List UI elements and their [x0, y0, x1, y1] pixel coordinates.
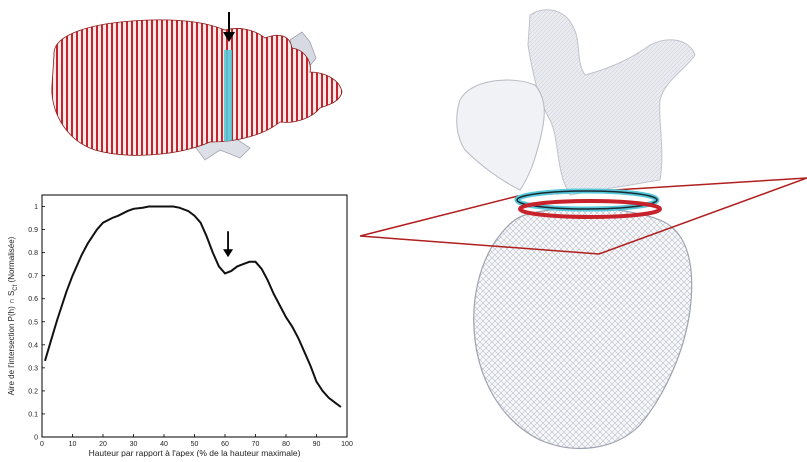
x-tick-label: 100: [341, 441, 353, 448]
y-tick-label: 0: [34, 435, 38, 442]
y-tick-label: 0.2: [28, 388, 38, 395]
y-tick-label: 0.6: [28, 296, 38, 303]
heart-mesh-illustration: [359, 0, 807, 457]
x-tick-label: 60: [221, 441, 229, 448]
x-tick-label: 70: [252, 441, 260, 448]
aorta-mesh: [456, 79, 545, 191]
x-tick-label: 10: [69, 441, 77, 448]
y-tick-label: 0.5: [28, 319, 38, 326]
arrow-icon: [223, 249, 234, 258]
x-tick-label: 40: [160, 441, 168, 448]
x-tick-label: 30: [130, 441, 138, 448]
chart-axes: [41, 194, 348, 438]
chart-annotations: [223, 231, 234, 258]
highlighted-slice: [224, 50, 232, 150]
chart-ticks: 0 10 20 30 40 50 60 70 80 90 100 0 0.1 0.2 0.3 0.4 0.5 0.…: [28, 204, 353, 448]
intersection-contour-red: [518, 199, 662, 219]
x-axis-label: Hauteur par rapport à l'apex (% de la ha…: [89, 448, 301, 457]
atria-mesh: [527, 9, 696, 196]
y-tick-label: 0.3: [28, 365, 38, 372]
y-tick-label: 0.1: [28, 411, 38, 418]
arrow-icon: [223, 12, 235, 42]
y-tick-label: 1: [34, 204, 38, 211]
x-tick-label: 90: [313, 441, 321, 448]
y-tick-label: 0.8: [28, 250, 38, 257]
y-tick-label: 0.4: [28, 342, 38, 349]
x-tick-label: 0: [40, 441, 44, 448]
y-tick-label: 0.9: [28, 227, 38, 234]
y-axis-label: Aire de l'intersection P(h) ∩ SCf (Norma…: [7, 236, 19, 395]
area-intersection-chart: 0 10 20 30 40 50 60 70 80 90 100 0 0.1 0.2 0.3 0.4 0.5 0.…: [0, 185, 360, 458]
ventricle-mesh: [473, 207, 693, 450]
plot-frame: [41, 194, 348, 438]
heart-slices-illustration: [40, 10, 360, 170]
x-tick-label: 80: [282, 441, 290, 448]
x-tick-label: 20: [99, 441, 107, 448]
cutting-plane: [359, 177, 807, 255]
series-line: [44, 205, 342, 408]
x-tick-label: 50: [191, 441, 199, 448]
y-tick-label: 0.7: [28, 273, 38, 280]
